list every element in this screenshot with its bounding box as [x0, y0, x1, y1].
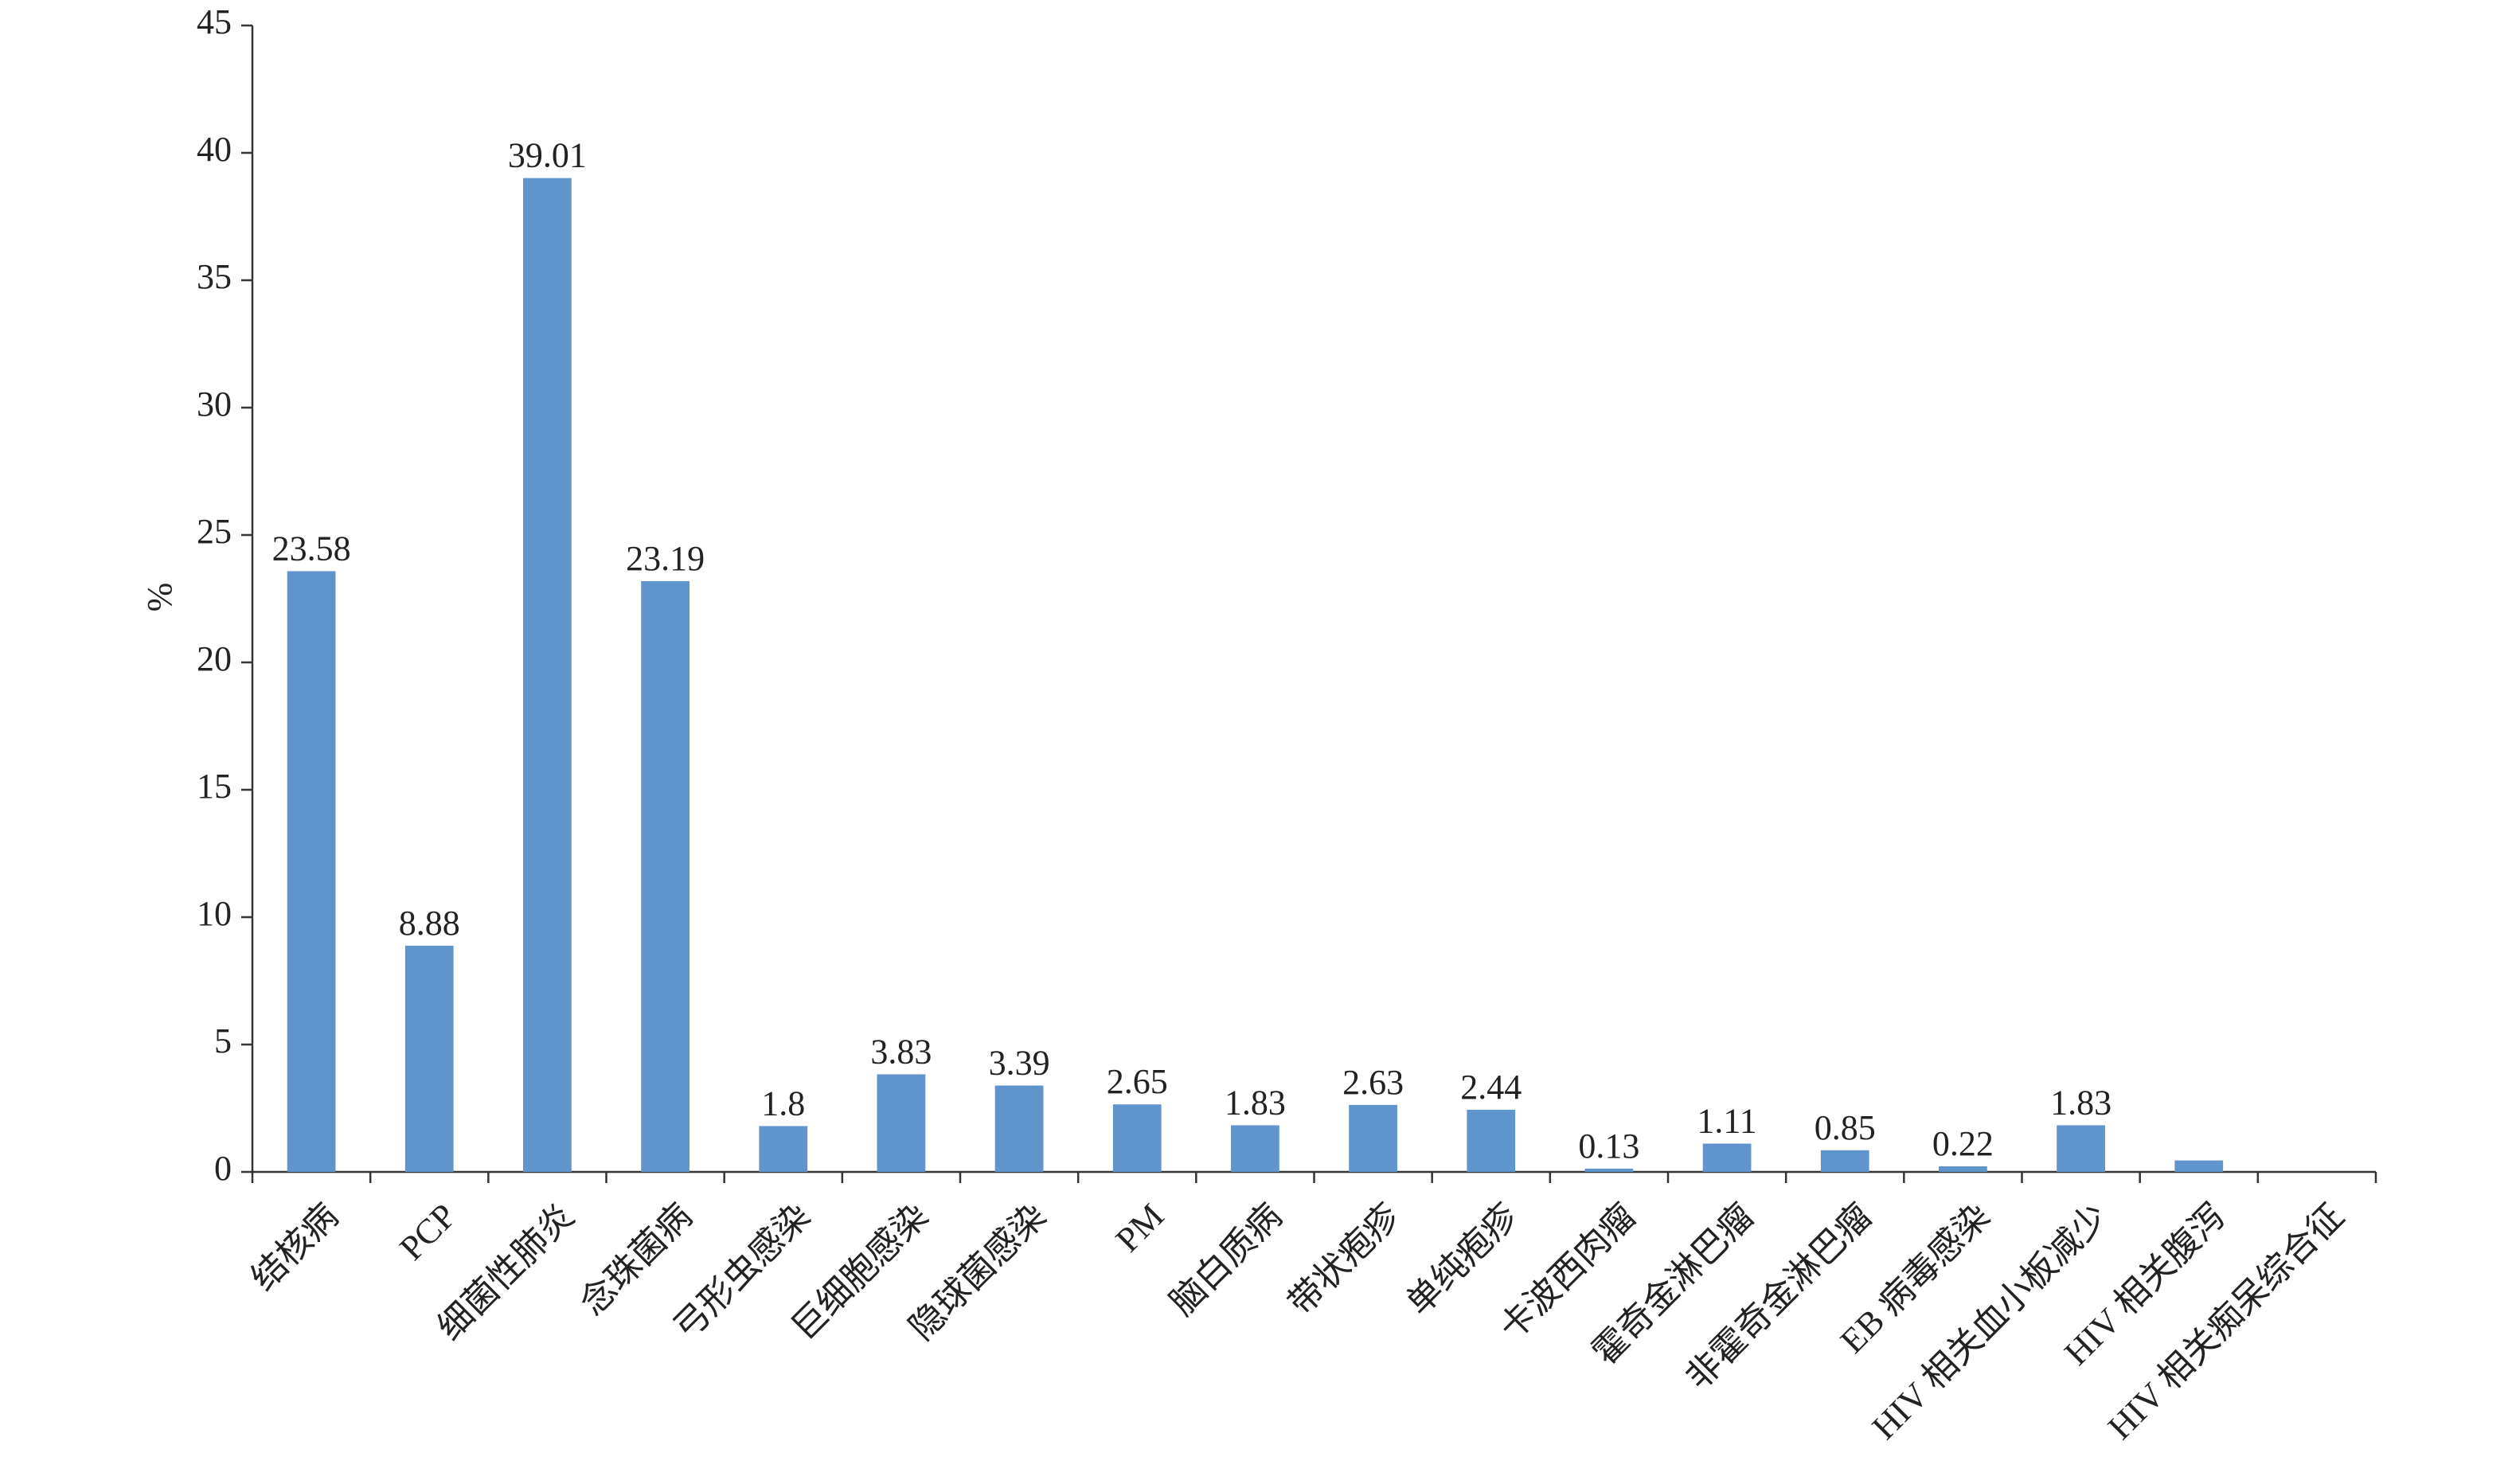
bar: [1467, 1109, 1516, 1172]
y-tick-label: 20: [197, 639, 232, 678]
bar: [1820, 1150, 1869, 1172]
x-tick-label: HIV 相关痴呆综合征: [2100, 1196, 2351, 1447]
bar: [1112, 1104, 1162, 1172]
x-tick-label: 带状疱疹: [1281, 1196, 1408, 1322]
y-axis-label: %: [140, 583, 179, 612]
bar: [641, 580, 690, 1172]
bar: [523, 178, 572, 1173]
bar: [2057, 1125, 2105, 1172]
bar: [2174, 1160, 2224, 1172]
value-label: 2.65: [1107, 1062, 1168, 1101]
bar: [759, 1126, 808, 1172]
x-tick-label: 结核病: [244, 1196, 346, 1298]
bar: [287, 571, 336, 1172]
value-label: 1.83: [1225, 1083, 1286, 1122]
value-label: 0.13: [1578, 1127, 1639, 1166]
bar: [1939, 1166, 1987, 1172]
value-label: 3.39: [989, 1044, 1050, 1083]
y-tick-label: 5: [214, 1021, 232, 1060]
value-label: 2.44: [1460, 1068, 1522, 1107]
value-label: 1.83: [2050, 1083, 2111, 1122]
y-tick-label: 30: [197, 385, 232, 424]
value-label: 1.8: [761, 1084, 805, 1123]
bar: [1231, 1125, 1279, 1172]
y-tick-label: 40: [197, 130, 232, 169]
y-tick-label: 15: [197, 767, 232, 806]
y-tick-label: 0: [214, 1149, 232, 1188]
x-tick-label: HIV 相关血小板减少: [1865, 1196, 2115, 1447]
value-label: 2.63: [1342, 1063, 1404, 1102]
x-tick-label: 单纯疱疹: [1399, 1196, 1526, 1322]
value-label: 1.11: [1697, 1101, 1756, 1140]
y-tick-label: 45: [197, 2, 232, 41]
x-tick-label: 脑白质病: [1162, 1196, 1289, 1322]
value-label: 23.58: [272, 529, 351, 568]
bar: [404, 945, 454, 1172]
value-label: 8.88: [399, 904, 460, 943]
bar: [1702, 1143, 1752, 1172]
x-tick-label: 念珠菌病: [573, 1196, 700, 1322]
value-label: 39.01: [508, 136, 587, 175]
bar: [1349, 1104, 1397, 1172]
x-tick-label: PM: [1108, 1196, 1172, 1259]
value-label: 23.19: [626, 539, 705, 578]
y-tick-label: 35: [197, 257, 232, 296]
y-tick-label: 10: [197, 894, 232, 933]
value-label: 0.85: [1815, 1108, 1876, 1147]
value-label: 0.22: [1932, 1124, 1994, 1163]
x-tick-label: PCP: [392, 1196, 463, 1267]
bar: [1584, 1168, 1634, 1172]
bar: [994, 1085, 1044, 1172]
bar: [877, 1074, 926, 1172]
y-tick-label: 25: [197, 512, 232, 551]
value-label: 3.83: [870, 1032, 932, 1071]
